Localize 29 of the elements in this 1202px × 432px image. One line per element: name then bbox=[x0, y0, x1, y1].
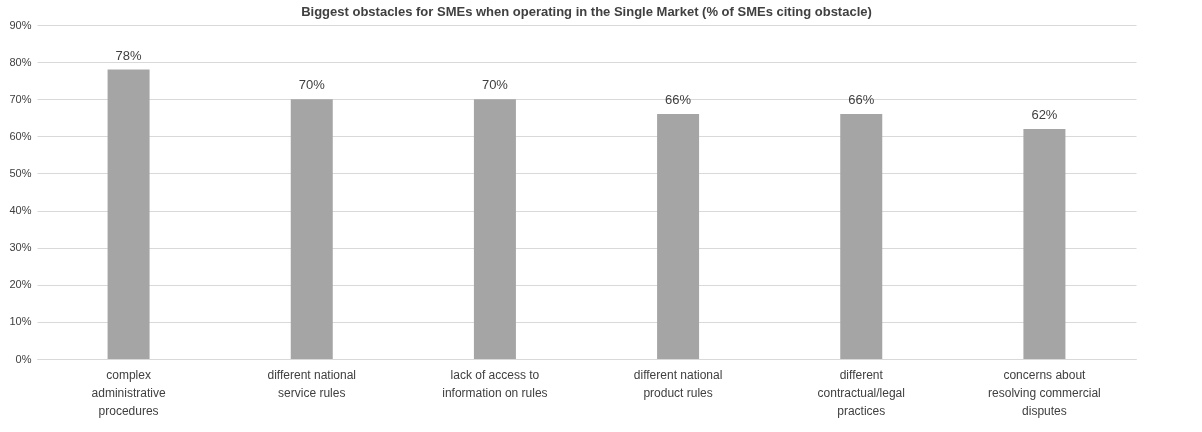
data-label: 62% bbox=[1031, 106, 1058, 122]
x-tick-label: concerns about resolving commercial disputes bbox=[988, 367, 1101, 418]
x-tick-label: lack of access to information on rules bbox=[442, 367, 548, 400]
y-tick-label: 30% bbox=[9, 241, 32, 254]
bar bbox=[1023, 128, 1066, 359]
y-tick-label: 50% bbox=[9, 166, 32, 179]
bar bbox=[657, 114, 700, 359]
x-tick-label: different contractual/legal practices bbox=[817, 367, 905, 418]
bar bbox=[473, 99, 516, 359]
y-tick-label: 40% bbox=[9, 204, 32, 217]
y-tick-label: 0% bbox=[15, 352, 32, 365]
chart-title: Biggest obstacles for SMEs when operating in the Single Market (% of SMEs citing obstacle) bbox=[301, 4, 872, 19]
data-label: 70% bbox=[298, 77, 326, 93]
x-tick-label: different national service rules bbox=[267, 367, 357, 400]
y-tick-label: 10% bbox=[9, 315, 32, 328]
y-tick-label: 80% bbox=[9, 55, 32, 68]
bar bbox=[290, 99, 333, 359]
y-tick-label: 60% bbox=[9, 129, 32, 142]
data-label: 70% bbox=[481, 77, 509, 93]
y-tick-label: 70% bbox=[9, 92, 32, 105]
x-tick-label: complex administrative procedures bbox=[91, 367, 166, 418]
y-tick-label: 20% bbox=[9, 278, 32, 291]
bar bbox=[840, 114, 883, 359]
y-tick-label: 90% bbox=[9, 18, 32, 31]
data-label: 78% bbox=[115, 47, 143, 63]
x-tick-label: different national product rules bbox=[633, 367, 723, 400]
bar bbox=[107, 69, 150, 359]
data-label: 66% bbox=[848, 92, 875, 108]
data-label: 66% bbox=[665, 92, 692, 108]
